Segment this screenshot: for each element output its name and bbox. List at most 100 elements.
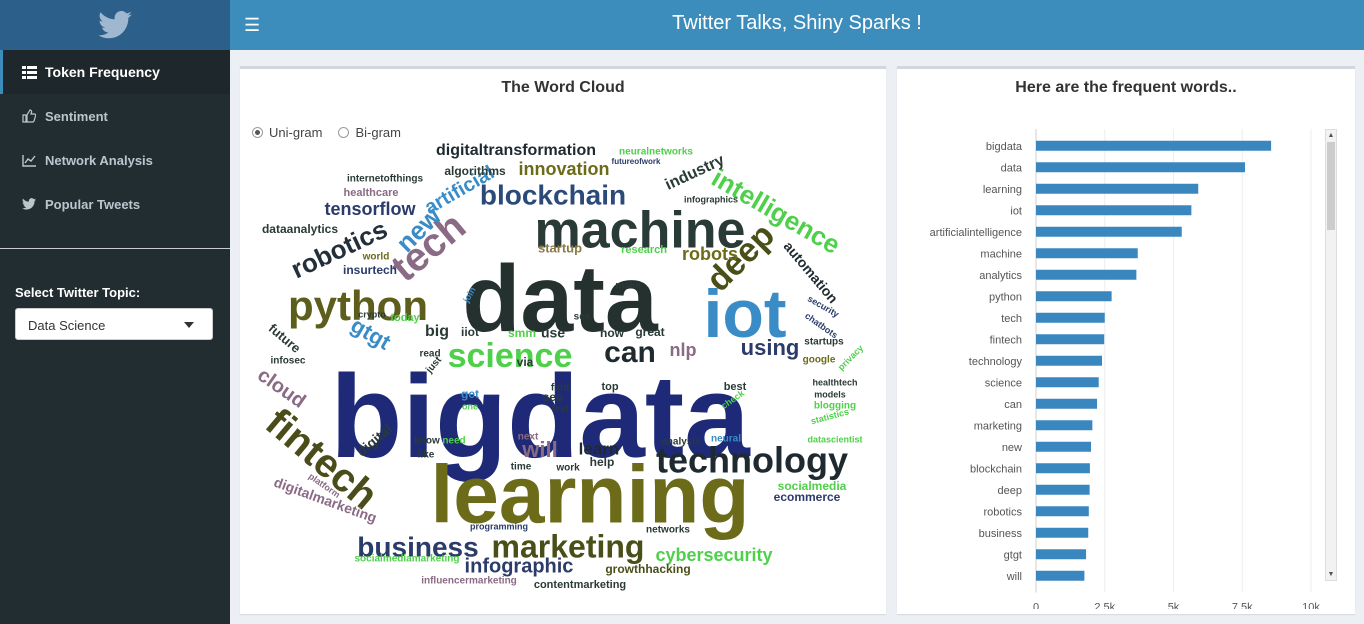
word-cloud-word: today [390, 312, 420, 324]
chart-bar[interactable] [1036, 570, 1085, 581]
word-cloud-word: research [621, 244, 667, 256]
word-cloud-word: digitaltransformation [436, 142, 596, 159]
chart-bar[interactable] [1036, 205, 1192, 216]
word-cloud-word: dataanalytics [262, 222, 338, 236]
table-icon [21, 64, 37, 80]
sidebar-item-popular-tweets[interactable]: Popular Tweets [0, 182, 230, 226]
word-cloud-word: see [574, 312, 591, 323]
radio-bigram[interactable]: Bi-gram [338, 125, 401, 140]
logo [0, 0, 230, 50]
chart-y-tick-label: learning [983, 184, 1022, 196]
sidebar-item-token-frequency[interactable]: Token Frequency [0, 50, 230, 94]
word-cloud-word: one [462, 401, 478, 411]
word-cloud-word: will [521, 437, 557, 462]
word-cloud-word: neural [711, 434, 741, 445]
chart-bar[interactable] [1036, 355, 1102, 366]
word-cloud-word: tensorflow [324, 199, 416, 219]
word-cloud-word: networks [646, 525, 690, 536]
word-cloud-word: read [419, 349, 440, 360]
chart-bar[interactable] [1036, 162, 1245, 173]
chart-y-tick-label: data [1001, 162, 1023, 174]
word-cloud-word: healthtech [812, 377, 857, 387]
twitter-bird-icon [98, 11, 132, 39]
chart-bar[interactable] [1036, 248, 1138, 259]
word-cloud-word: via [517, 355, 534, 369]
chart-y-tick-label: can [1004, 399, 1022, 411]
chart-bar[interactable] [1036, 463, 1090, 474]
chart-y-tick-label: iot [1010, 205, 1022, 217]
chart-y-tick-label: gtgt [1004, 549, 1022, 561]
chart-scrollbar[interactable]: ▲ ▼ [1325, 129, 1337, 581]
word-cloud-word: science [448, 337, 573, 375]
radio-label: Uni-gram [269, 125, 323, 140]
sidebar-item-label: Token Frequency [45, 64, 160, 80]
radio-unigram[interactable]: Uni-gram [252, 125, 322, 140]
ngram-radio-group: Uni-gram Bi-gram [252, 125, 401, 140]
chart-bar[interactable] [1036, 140, 1272, 151]
word-cloud-word: next [518, 432, 539, 443]
word-cloud-word: seo [543, 390, 564, 404]
chart-y-tick-label: blockchain [970, 463, 1022, 475]
chart-y-tick-label: python [989, 291, 1022, 303]
word-cloud-word: use [541, 325, 565, 341]
chart-y-tick-label: tech [1001, 313, 1022, 325]
word-cloud-word: blogging [814, 401, 856, 412]
word-cloud-word: healthcare [343, 187, 398, 199]
word-cloud-word: google [803, 355, 836, 366]
topic-select[interactable]: Data Science [15, 308, 213, 340]
word-cloud-word: startup [538, 240, 582, 255]
word-cloud-word: startups [804, 337, 844, 348]
word-cloud-word: crypto [358, 309, 386, 319]
chart-y-tick-label: deep [998, 485, 1022, 497]
chart-y-tick-label: bigdata [986, 141, 1023, 153]
chart-x-tick-label: 0 [1033, 602, 1039, 610]
word-cloud-word: need [442, 436, 465, 447]
chart-bar[interactable] [1036, 441, 1091, 452]
chevron-down-icon [184, 322, 194, 328]
word-cloud-word: robots [682, 244, 738, 264]
chart-bar[interactable] [1036, 377, 1099, 388]
word-cloud-word: help [590, 455, 615, 469]
frequency-bar-chart: 0 2.5k 5k 7.5k 10k bigdata data learning iot arti… [930, 129, 1320, 610]
sidebar-divider [0, 248, 230, 249]
scroll-thumb[interactable] [1327, 142, 1335, 230]
chart-bar[interactable] [1036, 484, 1090, 495]
sidebar-item-label: Popular Tweets [45, 196, 141, 212]
word-cloud-word: ecommerce [774, 490, 841, 504]
chart-bar[interactable] [1036, 226, 1182, 237]
chart-bar[interactable] [1036, 183, 1199, 194]
chart-bar[interactable] [1036, 312, 1105, 323]
word-cloud-word: business [357, 531, 478, 562]
sidebar-item-label: Network Analysis [45, 152, 153, 168]
word-cloud-word: big [425, 323, 449, 340]
scroll-up-icon[interactable]: ▲ [1327, 132, 1335, 139]
chart-bar[interactable] [1036, 420, 1093, 431]
chart-bar[interactable] [1036, 527, 1089, 538]
sidebar-item-sentiment[interactable]: Sentiment [0, 94, 230, 138]
word-cloud-word: world [362, 252, 390, 263]
thumbs-up-icon [21, 108, 37, 124]
word-cloud-word: programming [470, 521, 528, 531]
chart-bar[interactable] [1036, 291, 1112, 302]
sidebar-item-network-analysis[interactable]: Network Analysis [0, 138, 230, 182]
word-cloud-word: learn [579, 439, 620, 458]
word-cloud-word: technology [656, 440, 848, 481]
chart-title: Here are the frequent words.. [1015, 79, 1237, 96]
chart-bar[interactable] [1036, 398, 1098, 409]
radio-unselected-icon [338, 127, 350, 138]
word-cloud-word: datascientist [807, 434, 862, 444]
word-cloud-word: find [551, 383, 569, 394]
scroll-down-icon[interactable]: ▼ [1327, 571, 1335, 578]
chart-bar[interactable] [1036, 334, 1105, 345]
chart-bar[interactable] [1036, 506, 1089, 517]
word-cloud-word: iot [703, 276, 786, 352]
chart-y-tick-label: analytics [979, 270, 1022, 282]
chart-bar[interactable] [1036, 269, 1137, 280]
chart-x-tick-label: 7.5k [1232, 602, 1253, 610]
hamburger-icon[interactable]: ☰ [244, 15, 261, 35]
word-cloud-word: marketing [492, 528, 645, 564]
chart-bar[interactable] [1036, 549, 1087, 560]
wordcloud-box: The Word Cloud Uni-gram Bi-gram bigdata d… [240, 66, 886, 614]
word-cloud-word: machine [535, 202, 746, 260]
word-cloud-word: models [814, 389, 846, 399]
